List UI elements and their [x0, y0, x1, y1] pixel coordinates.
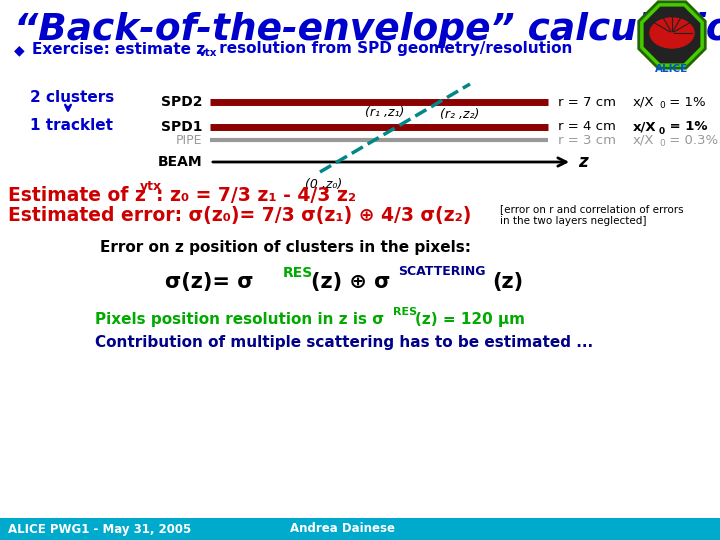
Text: = 1%: = 1%: [665, 96, 706, 109]
Text: SPD1: SPD1: [161, 120, 202, 134]
Text: PIPE: PIPE: [176, 133, 202, 146]
Text: = 1%: = 1%: [665, 120, 708, 133]
Text: r = 4 cm: r = 4 cm: [558, 120, 616, 133]
Text: vtx: vtx: [140, 180, 162, 193]
Text: RES: RES: [283, 266, 313, 280]
Text: z: z: [578, 153, 588, 171]
Text: x/X: x/X: [633, 120, 657, 133]
Polygon shape: [639, 2, 706, 68]
Text: ALICE PWG1 - May 31, 2005: ALICE PWG1 - May 31, 2005: [8, 523, 192, 536]
Text: Andrea Dainese: Andrea Dainese: [290, 523, 395, 536]
Text: 0: 0: [659, 126, 665, 136]
Ellipse shape: [650, 18, 694, 48]
Text: ◆: ◆: [14, 43, 24, 57]
Text: 2 clusters: 2 clusters: [30, 91, 114, 105]
Text: SPD2: SPD2: [161, 95, 202, 109]
Text: ALICE: ALICE: [655, 64, 688, 74]
Text: r = 3 cm: r = 3 cm: [558, 133, 616, 146]
Text: Error on z position of clusters in the pixels:: Error on z position of clusters in the p…: [100, 240, 471, 255]
Text: RES: RES: [393, 307, 417, 317]
Text: “Back-of-the-envelope” calculation: “Back-of-the-envelope” calculation: [14, 12, 720, 48]
Text: SCATTERING: SCATTERING: [398, 265, 485, 278]
Text: (z): (z): [492, 272, 523, 292]
Text: 1 tracklet: 1 tracklet: [30, 118, 113, 132]
Text: Estimated error: σ(z₀)= 7/3 σ(z₁) ⊕ 4/3 σ(z₂): Estimated error: σ(z₀)= 7/3 σ(z₁) ⊕ 4/3 …: [8, 206, 472, 225]
Text: 0: 0: [659, 102, 665, 111]
Text: x/X: x/X: [633, 133, 654, 146]
Text: resolution from SPD geometry/resolution: resolution from SPD geometry/resolution: [214, 42, 572, 57]
Text: σ(z)= σ: σ(z)= σ: [165, 272, 253, 292]
Text: Exercise: estimate z: Exercise: estimate z: [32, 42, 205, 57]
Bar: [0, 518, 720, 540]
Text: (z) = 120 μm: (z) = 120 μm: [415, 312, 525, 327]
Text: Pixels position resolution in z is σ: Pixels position resolution in z is σ: [95, 312, 384, 327]
Text: : z₀ = 7/3 z₁ - 4/3 z₂: : z₀ = 7/3 z₁ - 4/3 z₂: [156, 186, 356, 205]
Text: Estimate of z: Estimate of z: [8, 186, 146, 205]
Text: (r₂ ,z₂): (r₂ ,z₂): [440, 108, 480, 121]
Text: r = 7 cm: r = 7 cm: [558, 96, 616, 109]
Text: (0 ,z₀): (0 ,z₀): [305, 178, 342, 191]
Text: = 0.3%: = 0.3%: [665, 133, 718, 146]
Text: vtx: vtx: [199, 48, 217, 58]
Text: (r₁ ,z₁): (r₁ ,z₁): [365, 106, 405, 119]
Polygon shape: [644, 7, 700, 63]
Text: 0: 0: [659, 139, 665, 148]
Text: BEAM: BEAM: [158, 155, 202, 169]
Text: Contribution of multiple scattering has to be estimated ...: Contribution of multiple scattering has …: [95, 335, 593, 350]
Text: [error on r and correlation of errors
in the two layers neglected]: [error on r and correlation of errors in…: [500, 204, 683, 226]
Text: (z) ⊕ σ: (z) ⊕ σ: [311, 272, 390, 292]
Text: x/X: x/X: [633, 96, 654, 109]
